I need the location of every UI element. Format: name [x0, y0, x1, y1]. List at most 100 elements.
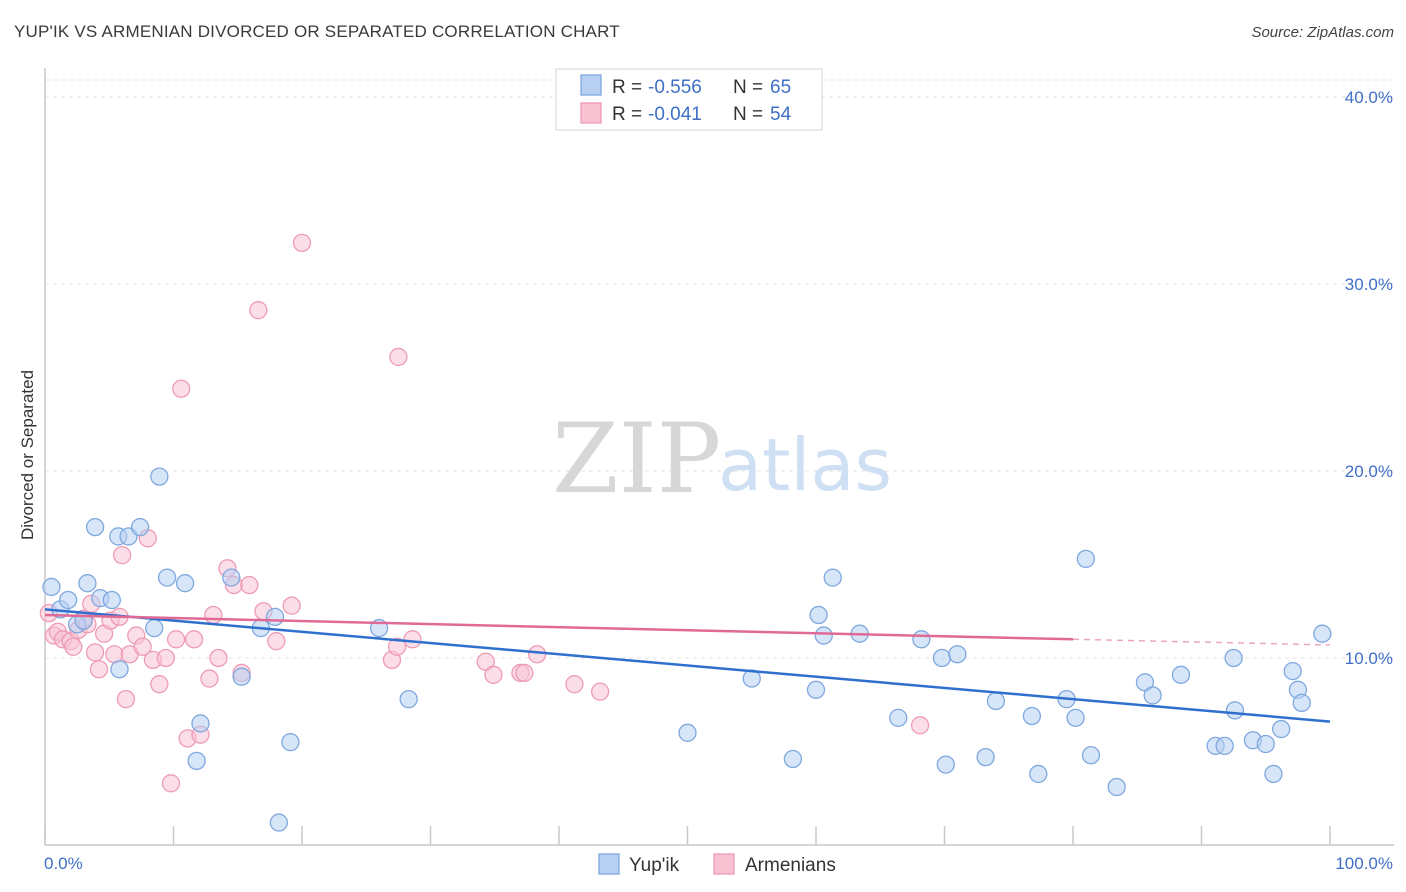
y-axis-title: Divorced or Separated	[18, 370, 37, 540]
point-yupik	[1264, 764, 1283, 784]
tick-labels: 10.0% 20.0% 30.0% 40.0% 0.0% 100.0%	[44, 88, 1393, 873]
point-armenian	[156, 648, 175, 668]
y-tick-label: 30.0%	[1345, 275, 1393, 294]
bottom-legend-label-armenians: Armenians	[745, 855, 836, 876]
legend-n-label: N =	[733, 104, 763, 125]
legend-r-label: R =	[612, 104, 642, 125]
point-armenian	[240, 575, 259, 595]
point-yupik	[130, 517, 150, 537]
point-yupik	[78, 574, 97, 593]
point-armenian	[528, 645, 547, 664]
point-yupik	[58, 590, 78, 610]
point-yupik	[1143, 686, 1162, 705]
trend-lines	[44, 608, 1331, 723]
y-tick-label: 20.0%	[1345, 462, 1393, 481]
point-armenian	[172, 379, 191, 398]
point-yupik	[1022, 706, 1042, 726]
source-credit: Source: ZipAtlas.com	[1251, 24, 1394, 41]
point-yupik	[399, 689, 418, 709]
point-yupik	[222, 568, 241, 587]
point-yupik	[1215, 736, 1234, 756]
point-yupik	[150, 467, 169, 486]
point-armenian	[150, 675, 169, 694]
point-yupik	[948, 645, 967, 664]
legend-n-value-armenians: 54	[770, 104, 792, 125]
axes	[44, 68, 1394, 846]
point-yupik	[269, 813, 289, 832]
point-yupik	[232, 667, 251, 686]
point-yupik	[1292, 693, 1311, 713]
point-yupik	[1272, 719, 1291, 739]
y-tick-label: 40.0%	[1345, 88, 1393, 107]
point-armenian	[64, 637, 83, 656]
point-yupik	[1224, 648, 1243, 668]
grid-lines	[45, 79, 1394, 659]
point-yupik	[1076, 549, 1095, 569]
point-armenian	[85, 643, 105, 662]
point-yupik	[1283, 661, 1302, 681]
point-yupik	[175, 574, 195, 593]
point-armenian	[387, 637, 407, 656]
point-yupik	[1081, 746, 1101, 765]
point-yupik	[783, 749, 803, 769]
point-armenian	[166, 630, 186, 649]
point-armenian	[116, 689, 136, 709]
point-yupik	[1029, 764, 1048, 784]
x-tick-label-max: 100.0%	[1335, 854, 1393, 873]
point-yupik	[1066, 708, 1085, 727]
point-yupik	[936, 755, 955, 774]
point-yupik	[1313, 624, 1332, 643]
watermark-zip: ZIP	[552, 403, 721, 515]
point-yupik	[145, 618, 164, 638]
point-armenian	[910, 716, 930, 735]
legend-r-value-yupik: -0.556	[648, 77, 702, 98]
point-armenian	[112, 546, 132, 565]
point-yupik	[42, 577, 61, 597]
legend-n-value-yupik: 65	[770, 77, 791, 98]
point-yupik	[809, 605, 828, 625]
point-armenian	[484, 665, 503, 684]
point-yupik	[823, 568, 842, 587]
point-armenian	[184, 630, 204, 649]
point-yupik	[281, 733, 300, 752]
point-armenian	[565, 675, 584, 694]
point-yupik	[678, 723, 697, 742]
point-armenian	[515, 663, 534, 683]
point-armenian	[292, 233, 312, 253]
point-yupik	[102, 590, 121, 610]
bottom-legend-swatch-yupik	[598, 853, 620, 875]
watermark: ZIP atlas	[552, 403, 892, 515]
legend-r-label: R =	[612, 77, 642, 98]
x-tick-label-min: 0.0%	[44, 854, 83, 873]
chart-title: YUP'IK VS ARMENIAN DIVORCED OR SEPARATED…	[14, 22, 620, 41]
trend-line-yupik	[44, 608, 1331, 723]
y-tick-label: 10.0%	[1345, 649, 1393, 668]
point-armenian	[133, 637, 152, 656]
point-armenian	[161, 774, 181, 793]
legend-box: R = -0.556 N = 65 R = -0.041 N = 54	[555, 68, 823, 131]
point-yupik	[187, 751, 206, 770]
point-yupik	[265, 607, 285, 627]
point-armenian	[200, 669, 219, 688]
point-yupik	[1225, 701, 1245, 720]
point-yupik	[1107, 777, 1126, 797]
trend-line-armenians-extension	[1072, 638, 1331, 646]
bottom-legend-label-yupik: Yup'ik	[629, 855, 680, 876]
point-armenian	[89, 660, 109, 679]
trend-line-armenians	[44, 613, 1074, 641]
point-yupik	[986, 691, 1006, 711]
point-yupik	[157, 568, 177, 587]
point-armenian	[204, 605, 223, 625]
watermark-atlas: atlas	[718, 423, 892, 507]
point-yupik	[1171, 665, 1191, 684]
point-yupik	[889, 708, 908, 727]
legend-swatch-yupik	[580, 74, 602, 96]
point-yupik	[814, 626, 833, 645]
legend-swatch-armenians	[580, 102, 602, 124]
point-armenian	[267, 632, 286, 651]
data-points	[39, 233, 1332, 832]
point-yupik	[191, 714, 210, 733]
point-yupik	[806, 680, 826, 699]
bottom-legend-swatch-armenians	[713, 853, 735, 875]
